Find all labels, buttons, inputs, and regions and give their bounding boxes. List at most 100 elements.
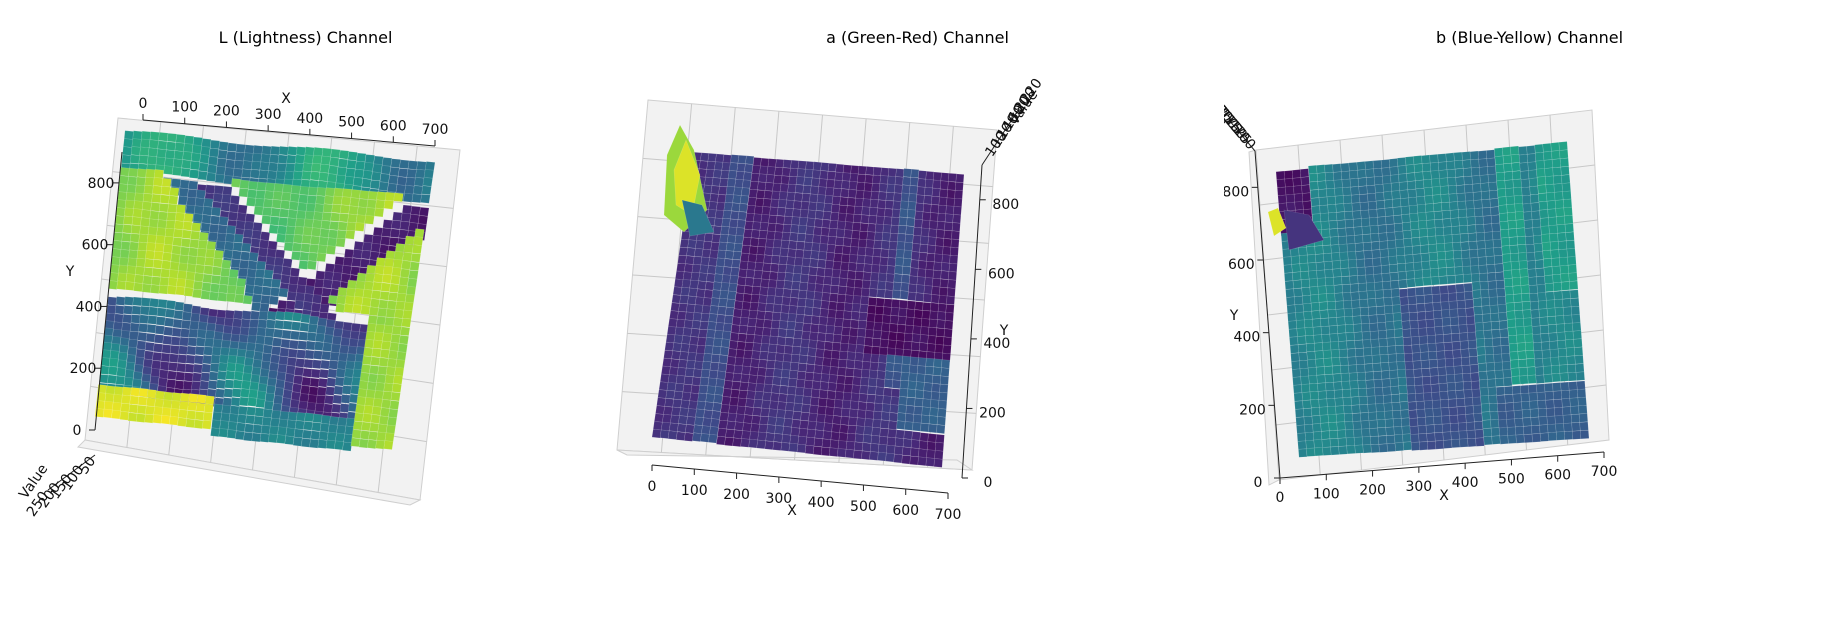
surface-cell <box>117 359 128 370</box>
surface-cell <box>813 437 824 448</box>
surface-cell <box>165 141 177 151</box>
surface-cell <box>935 335 945 346</box>
surface-cell <box>1434 226 1445 237</box>
surface-cell <box>1531 317 1541 327</box>
surface-cell <box>366 199 377 209</box>
surface-cell <box>1354 347 1365 358</box>
surface-cell <box>793 257 804 267</box>
surface-cell <box>842 310 853 320</box>
surface-cell <box>1512 393 1522 403</box>
surface-cell <box>1461 151 1471 161</box>
surface-cell <box>1368 208 1378 219</box>
surface-cell <box>210 427 221 438</box>
surface-cell <box>860 368 871 379</box>
surface-cell <box>1421 367 1431 378</box>
surface-cell <box>1463 282 1473 293</box>
surface-cell <box>819 381 830 391</box>
surface-cell <box>191 222 202 232</box>
surface-cell <box>737 211 748 221</box>
surface-cell <box>822 210 832 221</box>
surface-cell <box>1516 334 1526 344</box>
surface-cell <box>1348 161 1358 172</box>
surface-cell <box>779 247 789 258</box>
surface-cell <box>1298 246 1308 257</box>
surface-cell <box>1370 232 1380 243</box>
x-axis-label: X <box>281 91 291 107</box>
surface-cell <box>263 198 274 209</box>
surface-cell <box>1375 297 1385 307</box>
surface-cell <box>1482 427 1493 438</box>
surface-cell <box>278 355 289 366</box>
surface-cell <box>1389 369 1399 379</box>
surface-cell <box>804 444 815 455</box>
surface-cell <box>1413 163 1424 173</box>
surface-cell <box>898 396 908 406</box>
surface-cell <box>1523 317 1533 327</box>
surface-cell <box>188 169 200 179</box>
surface-cell <box>1538 308 1548 318</box>
surface-cell <box>1401 213 1411 224</box>
surface-cell <box>203 403 214 414</box>
surface-cell <box>121 394 131 405</box>
surface-cell <box>254 197 265 208</box>
surface-cell <box>157 211 169 221</box>
surface-cell <box>1557 240 1568 251</box>
surface-cell <box>759 165 769 175</box>
surface-cell <box>884 370 894 381</box>
surface-cell <box>1436 358 1447 368</box>
surface-cell <box>743 349 753 360</box>
surface-cell <box>1440 193 1450 204</box>
surface-cell <box>714 209 725 219</box>
surface-cell <box>228 203 240 213</box>
surface-cell <box>1517 350 1527 360</box>
surface-cell <box>274 319 285 330</box>
surface-cell <box>733 429 743 440</box>
surface-cell <box>1461 257 1471 268</box>
surface-cell <box>781 434 792 444</box>
surface-cell <box>395 300 406 311</box>
surface-cell <box>1349 275 1359 285</box>
surface-cell <box>816 340 826 350</box>
surface-cell <box>946 197 955 207</box>
surface-cell <box>1473 207 1484 218</box>
surface-cell <box>1400 312 1411 322</box>
surface-cell <box>1491 222 1501 233</box>
surface-cell <box>395 359 406 369</box>
surface-cell <box>1510 252 1520 263</box>
surface-cell <box>324 394 335 405</box>
surface-cell <box>1379 345 1389 356</box>
surface-cell <box>773 360 784 370</box>
surface-cell <box>1401 425 1411 435</box>
surface-cell <box>1275 170 1286 181</box>
surface-cell <box>865 166 875 176</box>
surface-cell <box>1515 326 1525 336</box>
surface-cell <box>1364 363 1374 373</box>
surface-cell <box>1359 201 1370 212</box>
surface-cell <box>1472 191 1483 201</box>
surface-cell <box>1562 198 1573 209</box>
surface-cell <box>928 318 938 329</box>
surface-cell <box>1496 188 1507 198</box>
surface-cell <box>392 374 404 385</box>
surface-cell <box>1290 255 1301 265</box>
surface-cell <box>1302 407 1313 418</box>
surface-cell <box>1321 333 1331 344</box>
surface-cell <box>204 337 215 348</box>
surface-cell <box>919 243 929 254</box>
surface-cell <box>1546 415 1556 426</box>
surface-cell <box>146 323 157 334</box>
surface-cell <box>870 272 880 282</box>
surface-cell <box>1493 255 1504 265</box>
y-tick-label: 800 <box>88 176 115 192</box>
surface-cell <box>859 222 869 233</box>
surface-cell <box>1473 412 1483 423</box>
surface-cell <box>237 405 248 416</box>
surface-cell <box>1374 387 1384 397</box>
surface-cell <box>1402 328 1412 338</box>
surface-cell <box>1396 360 1406 371</box>
surface-cell <box>192 363 203 374</box>
surface-cell <box>303 358 314 369</box>
surface-cell <box>1561 182 1572 193</box>
surface-cell <box>690 384 701 395</box>
surface-cell <box>731 259 741 269</box>
